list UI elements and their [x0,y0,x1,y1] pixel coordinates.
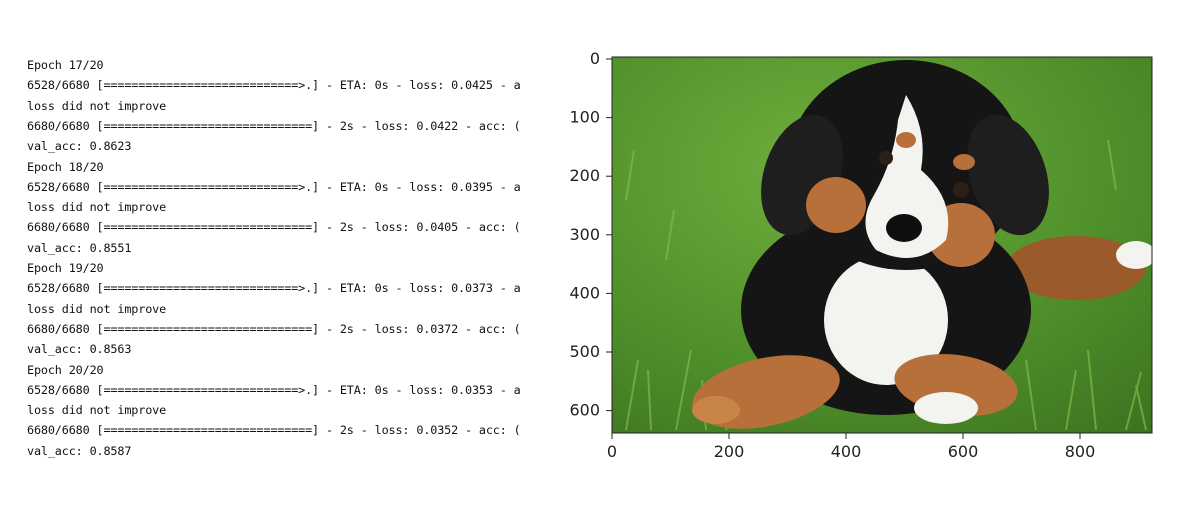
log-line: val_acc: 0.8587 [27,443,132,458]
x-tick-label: 400 [831,442,862,461]
y-tick-label: 400 [569,283,600,302]
log-line: loss did not improve [27,200,167,215]
dog-chest [824,255,948,385]
grass-blades [625,139,1147,431]
y-axis: 0 100 200 300 400 500 600 [569,49,612,420]
dog-left-cheek [806,177,866,233]
log-line: 6680/6680 [=============================… [27,118,521,133]
log-line: 6528/6680 [============================>… [27,179,521,194]
dog-back-leg [1006,236,1146,300]
y-tick-label: 300 [569,225,600,244]
log-line: Epoch 20/20 [27,362,104,377]
dog-left-brow [896,132,916,148]
y-tick-label: 600 [569,401,600,420]
log-line: val_acc: 0.8563 [27,342,132,357]
dog-right-ear [967,114,1049,236]
log-line: val_acc: 0.8551 [27,240,132,255]
dog-right-paw [914,392,978,424]
dog-left-eye [879,151,893,165]
y-tick-label: 500 [569,342,600,361]
x-axis: 0 200 400 600 800 [607,433,1095,461]
dog-left-paw [692,396,740,424]
plot-frame [611,56,1153,434]
log-line: 6528/6680 [============================>… [27,78,521,93]
log-line: 6680/6680 [=============================… [27,220,521,235]
x-tick-label: 800 [1065,442,1096,461]
dog-nose [886,214,922,242]
training-log-output: Epoch 17/20 6528/6680 [==================… [0,0,548,524]
log-line: Epoch 17/20 [27,58,104,72]
dog-blaze [865,95,949,258]
y-tick-label: 100 [569,108,600,127]
log-line: 6680/6680 [=============================… [27,321,521,336]
log-line: loss did not improve [27,301,167,316]
log-line: 6528/6680 [============================>… [27,382,521,397]
x-tick-label: 200 [714,442,745,461]
x-tick-label: 600 [948,442,979,461]
dog-photo [612,57,1152,433]
log-line: loss did not improve [27,98,167,113]
log-line: Epoch 18/20 [27,159,104,174]
log-line: 6680/6680 [=============================… [27,423,521,438]
log-line: loss did not improve [27,403,167,418]
y-tick-label: 0 [590,49,600,68]
x-tick-label: 0 [607,442,617,461]
log-line: Epoch 19/20 [27,261,104,275]
dog-back-paw [1116,241,1152,269]
dog-right-brow [953,154,975,170]
y-tick-label: 200 [569,166,600,185]
image-plot: 0 100 200 300 400 500 600 0 200 400 600 800 [569,49,1153,461]
dog-right-eye [953,182,969,198]
log-line: val_acc: 0.8623 [27,139,132,154]
log-line: 6528/6680 [============================>… [27,281,521,296]
